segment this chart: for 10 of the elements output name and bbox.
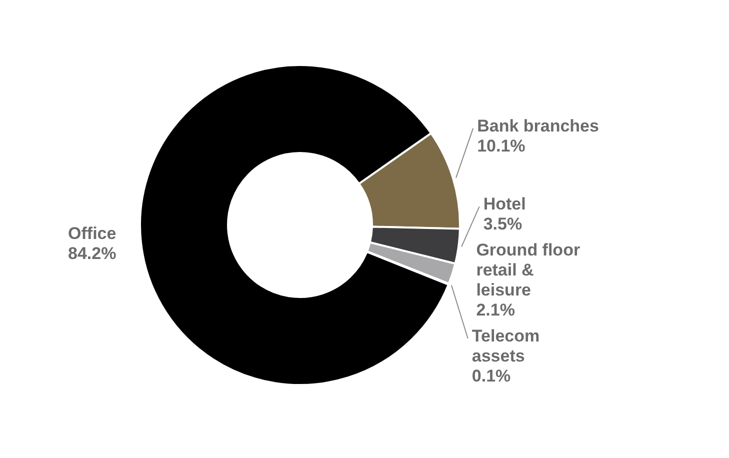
data-label: 0.1% [472, 366, 511, 386]
slice-label: Bank branches [477, 116, 599, 136]
data-label: 3.5% [483, 214, 522, 234]
data-label: 10.1% [477, 136, 526, 156]
slice-label: Hotel [483, 194, 526, 214]
slice-label: Ground floor retail & leisure [476, 240, 580, 300]
slice-label: Office [68, 224, 116, 244]
slice-label: Telecom assets [472, 326, 540, 366]
data-label: 84.2% [68, 244, 116, 264]
data-label: 2.1% [476, 300, 515, 320]
